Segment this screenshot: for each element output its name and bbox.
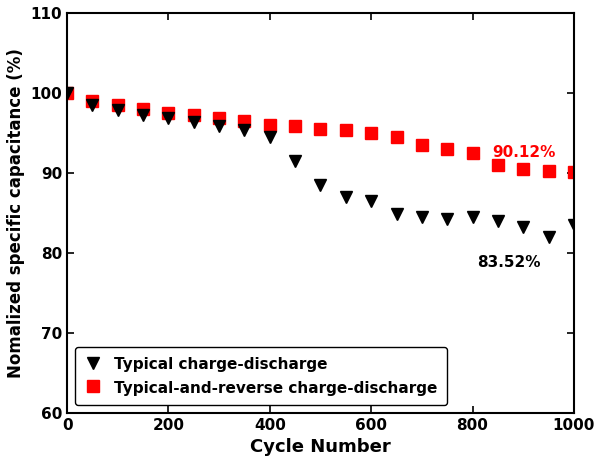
Typical charge-discharge (444, 216, 451, 222)
Typical-and-reverse charge-discharge (494, 162, 501, 168)
Typical-and-reverse charge-discharge (418, 142, 426, 148)
Typical charge-discharge (114, 108, 122, 113)
Text: 90.12%: 90.12% (492, 145, 555, 160)
Typical charge-discharge (418, 214, 426, 219)
Typical-and-reverse charge-discharge (190, 113, 197, 118)
Typical-and-reverse charge-discharge (545, 169, 552, 174)
Typical charge-discharge (342, 194, 349, 200)
Typical-and-reverse charge-discharge (89, 98, 96, 104)
Typical-and-reverse charge-discharge (216, 116, 223, 121)
Typical-and-reverse charge-discharge (317, 126, 324, 131)
Typical-and-reverse charge-discharge (469, 150, 476, 156)
Typical charge-discharge (216, 124, 223, 129)
Typical-and-reverse charge-discharge (140, 106, 147, 112)
Line: Typical charge-discharge: Typical charge-discharge (61, 87, 580, 243)
Typical-and-reverse charge-discharge (342, 128, 349, 133)
Typical charge-discharge (89, 102, 96, 108)
Typical charge-discharge (570, 222, 577, 227)
Typical-and-reverse charge-discharge (520, 166, 527, 172)
Text: 83.52%: 83.52% (477, 255, 541, 270)
Typical charge-discharge (165, 116, 172, 121)
Typical charge-discharge (469, 214, 476, 219)
Typical-and-reverse charge-discharge (63, 90, 70, 96)
Typical-and-reverse charge-discharge (570, 169, 577, 175)
Typical-and-reverse charge-discharge (291, 124, 299, 129)
Typical charge-discharge (190, 119, 197, 125)
Typical charge-discharge (291, 158, 299, 163)
Typical charge-discharge (368, 198, 375, 204)
Typical charge-discharge (140, 113, 147, 118)
Typical charge-discharge (545, 234, 552, 239)
Line: Typical-and-reverse charge-discharge: Typical-and-reverse charge-discharge (61, 87, 580, 178)
Typical-and-reverse charge-discharge (393, 134, 400, 140)
Typical-and-reverse charge-discharge (266, 122, 273, 128)
Typical charge-discharge (520, 225, 527, 230)
Typical-and-reverse charge-discharge (114, 102, 122, 108)
Typical charge-discharge (393, 212, 400, 217)
Y-axis label: Nomalized specific capacitance (%): Nomalized specific capacitance (%) (7, 48, 25, 378)
Typical charge-discharge (266, 134, 273, 140)
Typical charge-discharge (63, 90, 70, 96)
Typical-and-reverse charge-discharge (368, 130, 375, 136)
X-axis label: Cycle Number: Cycle Number (250, 438, 391, 456)
Typical-and-reverse charge-discharge (241, 118, 248, 124)
Legend: Typical charge-discharge, Typical-and-reverse charge-discharge: Typical charge-discharge, Typical-and-re… (75, 347, 447, 405)
Typical-and-reverse charge-discharge (444, 146, 451, 151)
Typical-and-reverse charge-discharge (165, 110, 172, 116)
Typical charge-discharge (494, 218, 501, 224)
Typical charge-discharge (317, 182, 324, 188)
Typical charge-discharge (241, 128, 248, 133)
